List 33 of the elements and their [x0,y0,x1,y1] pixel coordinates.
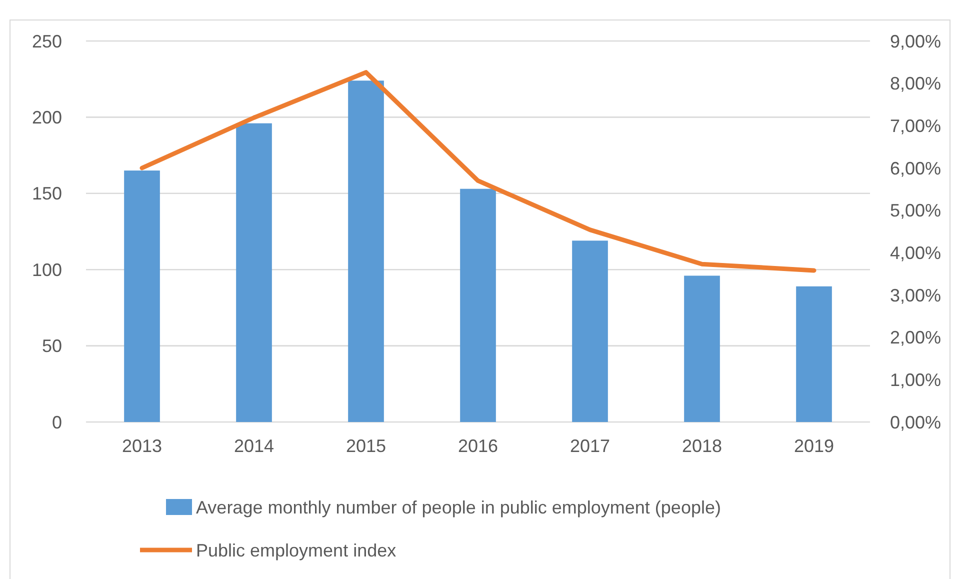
line-series [140,70,816,273]
x-tick-label: 2019 [794,436,834,456]
y2-tick-label: 8,00% [890,74,942,94]
bar [124,170,160,422]
bar [236,123,272,422]
y2-tick-label: 1,00% [890,370,942,390]
y-tick-label: 200 [32,108,62,128]
y2-tick-label: 2,00% [890,328,942,348]
x-tick-label: 2013 [122,436,162,456]
bar [572,240,608,422]
y-tick-label: 0 [52,412,62,432]
y2-tick-label: 3,00% [890,285,942,306]
bar [460,188,496,422]
y2-tick-label: 7,00% [890,116,942,136]
y2-tick-label: 4,00% [890,242,942,263]
y2-tick-label: 5,00% [890,200,942,221]
bar [684,276,720,422]
y-tick-label: 150 [32,184,62,204]
legend-label: Average monthly number of people in public employment (people) [196,497,721,518]
legend-label: Public employment index [196,540,396,560]
y2-tick-label: 6,00% [890,158,942,178]
x-tick-label: 2015 [346,436,386,456]
x-tick-label: 2018 [682,436,722,456]
y-tick-label: 100 [32,260,62,280]
x-tick-label: 2017 [570,436,610,456]
y2-tick-label: 9,00% [890,31,942,52]
y2-tick-label: 0,00% [890,412,942,432]
bar [348,80,384,422]
x-tick-label: 2014 [234,436,274,456]
x-tick-label: 2016 [458,436,498,456]
y-tick-label: 250 [32,31,62,52]
y-tick-label: 50 [42,336,62,356]
bar [796,286,832,422]
